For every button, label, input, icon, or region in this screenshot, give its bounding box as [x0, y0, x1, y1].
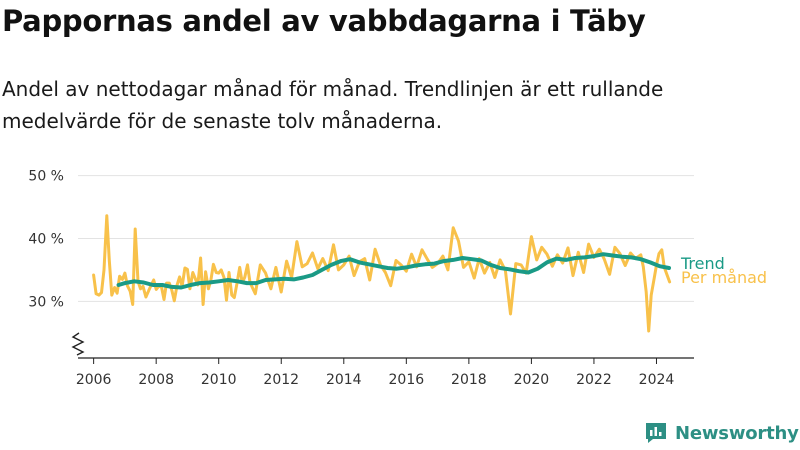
y-axis-ticks: 30 % 40 % 50 %: [28, 169, 85, 356]
page-subtitle: Andel av nettodagar månad för månad. Tre…: [2, 77, 664, 133]
monthly-line: [92, 214, 672, 333]
x-tick-label: 2012: [263, 372, 299, 388]
y-tick-label: 50 %: [28, 169, 64, 185]
x-tick-label: 2016: [389, 372, 425, 388]
x-tick-label: 2010: [201, 372, 237, 388]
x-tick-label: 2014: [326, 372, 362, 388]
x-tick-label: 2022: [576, 372, 612, 388]
gridlines: [78, 175, 694, 302]
y-tick-label: 30 %: [28, 294, 64, 310]
newsworthy-logo[interactable]: Newsworthy: [644, 420, 799, 446]
x-tick-label: 2008: [138, 372, 174, 388]
x-axis: 2006 2008 2010 2012 2014 2016 2018 2020 2022 2024: [76, 357, 694, 388]
x-tick-label: 2020: [514, 372, 550, 388]
legend-monthly-label: Per månad: [681, 268, 767, 287]
y-tick-label: 40 %: [28, 231, 64, 247]
page-title: Pappornas andel av vabbdagarna i Täby: [2, 4, 646, 38]
logo-bar-chart-icon: [646, 423, 666, 443]
axis-break-icon: [71, 332, 85, 356]
x-tick-label: 2006: [76, 372, 112, 388]
legend-trend-label: Trend: [680, 254, 725, 273]
x-tick-label: 2024: [639, 372, 675, 388]
series-lines: [92, 214, 672, 333]
x-tick-label: 2018: [451, 372, 487, 388]
brand-name: Newsworthy: [675, 422, 799, 444]
trend-line: [116, 252, 671, 290]
